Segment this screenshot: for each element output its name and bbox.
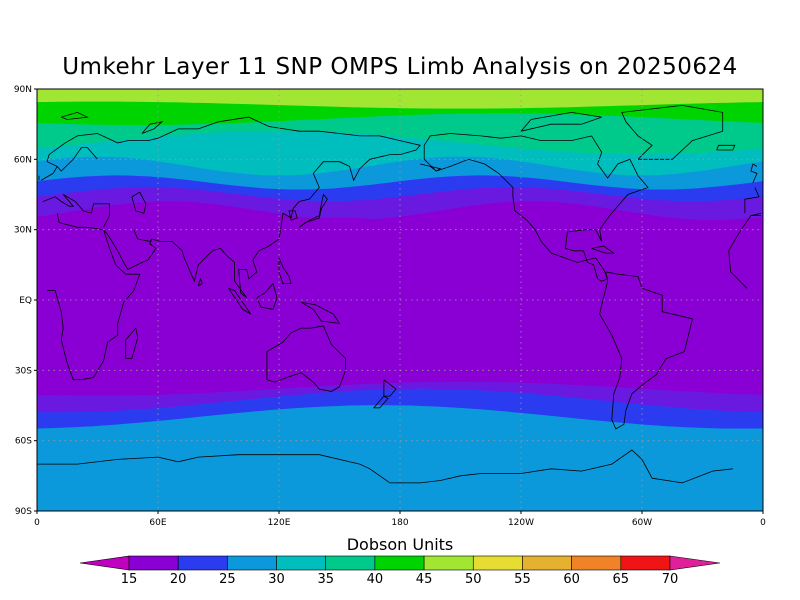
coastline: [125, 327, 139, 359]
lon-tick-label: 60W: [632, 518, 652, 528]
colorbar-swatch: [177, 555, 228, 571]
colorbar-level-label: 60: [563, 572, 580, 587]
colorbar-level-label: 15: [120, 572, 138, 587]
coastline: [38, 163, 758, 183]
lat-lon-grid: [37, 89, 763, 511]
lat-tick-label: 90N: [14, 85, 32, 95]
coastline: [520, 111, 602, 132]
coastline: [383, 379, 397, 397]
colorbar-level-label: 50: [464, 572, 482, 587]
colorbar-swatch: [423, 555, 474, 571]
colorbar-swatch: [325, 555, 376, 571]
colorbar-swatch: [276, 555, 327, 571]
coastline: [300, 301, 341, 324]
coastline: [133, 229, 153, 242]
lat-tick-label: 90S: [15, 507, 32, 517]
colorbar-level-label: 65: [612, 572, 630, 587]
coastline: [228, 287, 252, 315]
colorbar-level-label: 35: [317, 572, 334, 587]
coastline: [591, 245, 616, 254]
lat-tick-label: 60N: [14, 155, 32, 165]
colorbar: [79, 555, 721, 571]
colorbar-level-label: 70: [661, 572, 679, 587]
colorbar-swatch: [374, 555, 425, 571]
ozone-contour-field: [37, 89, 763, 511]
coastline: [288, 210, 298, 221]
coastline: [420, 163, 442, 172]
coastline: [131, 191, 147, 214]
lon-tick-label: 0: [34, 518, 40, 528]
coastline: [56, 147, 98, 172]
lat-tick-label: EQ: [19, 296, 32, 306]
coastline: [298, 193, 328, 228]
colorbar-level-label: 55: [514, 572, 531, 587]
lon-tick-label: 60E: [149, 518, 166, 528]
coastline: [599, 271, 693, 430]
coastline: [266, 325, 346, 392]
ozone-band: [37, 217, 763, 376]
colorbar-swatch: [571, 555, 622, 571]
coastline: [40, 116, 760, 299]
coastline: [141, 121, 164, 134]
coastline: [372, 395, 389, 409]
coastlines: [37, 104, 762, 484]
colorbar-level-label: 40: [366, 572, 384, 587]
coastline: [423, 133, 649, 282]
colorbar-title: Dobson Units: [346, 535, 454, 554]
colorbar-swatch: [227, 555, 277, 571]
colorbar-swatch: [620, 555, 671, 571]
colorbar-level-label: 20: [169, 572, 187, 587]
ozone-band: [37, 419, 763, 511]
colorbar-swatch: [522, 555, 572, 571]
coastline: [197, 277, 203, 287]
lon-tick-label: 0: [760, 518, 766, 528]
colorbar-level-label: 45: [415, 572, 433, 587]
coastline: [61, 111, 89, 120]
coastline: [621, 104, 724, 160]
lat-tick-label: 30S: [15, 366, 32, 376]
colorbar-level-label: 25: [219, 572, 236, 587]
lon-tick-label: 120W: [508, 518, 534, 528]
map-title: Umkehr Layer 11 SNP OMPS Limb Analysis o…: [62, 54, 738, 80]
coastline: [47, 213, 761, 381]
colorbar-swatch: [472, 555, 523, 571]
lat-tick-label: 30N: [14, 226, 32, 236]
lon-tick-label: 120E: [268, 518, 291, 528]
coastline: [37, 449, 733, 484]
lon-tick-label: 180: [391, 518, 408, 528]
colorbar-swatch: [128, 555, 179, 571]
colorbar-max-arrow: [669, 555, 721, 571]
colorbar-level-label: 30: [268, 572, 285, 587]
coastline: [256, 282, 278, 310]
coastline: [716, 144, 736, 151]
lat-tick-label: 60S: [15, 437, 32, 447]
colorbar-min-arrow: [79, 555, 130, 571]
coastline: [42, 194, 762, 228]
